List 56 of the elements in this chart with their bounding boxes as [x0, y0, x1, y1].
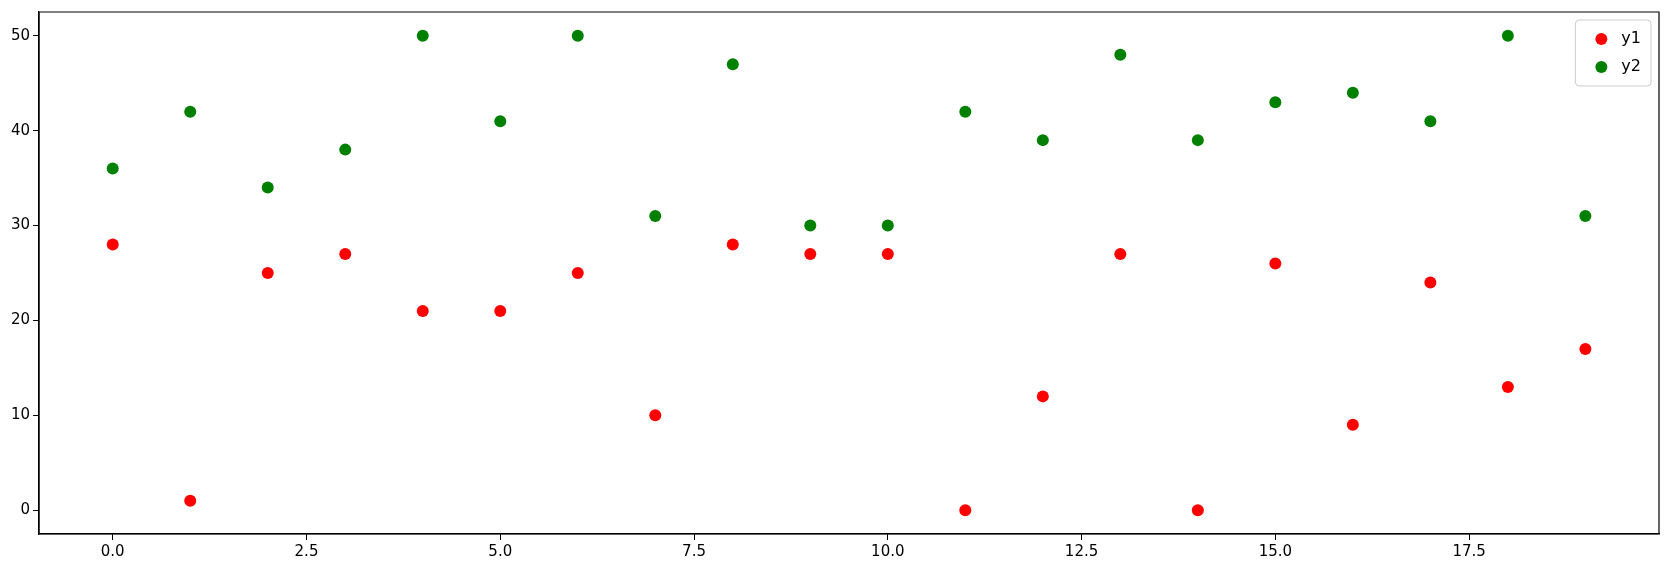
x-tick-label: 15.0 [1258, 541, 1293, 560]
point [1579, 210, 1592, 223]
point [1191, 504, 1204, 517]
point [1036, 134, 1049, 147]
point [416, 29, 429, 42]
point [1191, 134, 1204, 147]
point [804, 248, 817, 261]
point [571, 267, 584, 279]
point [881, 248, 894, 261]
legend-label: y1 [1621, 28, 1642, 48]
point [184, 494, 197, 507]
y-tick-label: 40 [10, 120, 31, 139]
point [726, 238, 739, 251]
point [339, 248, 352, 261]
x-tick-label: 2.5 [294, 541, 319, 560]
point [261, 267, 274, 279]
point [1501, 29, 1514, 42]
point [494, 304, 507, 317]
point [1424, 276, 1437, 289]
point [494, 115, 507, 128]
x-tick-label: 12.5 [1064, 541, 1099, 560]
x-tick-label: 17.5 [1452, 541, 1486, 560]
point [881, 219, 894, 232]
point [1501, 380, 1514, 393]
y-tick-label: 10 [10, 405, 31, 424]
point [339, 143, 352, 156]
point [959, 105, 972, 118]
x-tick-label: 5.0 [488, 541, 513, 560]
legend-label: y2 [1621, 56, 1642, 76]
point [1269, 96, 1282, 109]
y-tick-label: 0 [20, 500, 31, 519]
point [1269, 257, 1282, 270]
x-tick-label: 7.5 [682, 541, 706, 560]
y-tick-label: 30 [10, 215, 31, 234]
point [106, 238, 119, 251]
point [1579, 342, 1592, 355]
point [184, 105, 197, 118]
x-tick-label: 10.0 [871, 541, 905, 560]
point [261, 181, 274, 194]
point [804, 219, 817, 232]
y-tick-label: 20 [10, 310, 31, 329]
point [106, 162, 119, 175]
point [959, 504, 972, 517]
point [1424, 115, 1437, 128]
point [416, 304, 429, 317]
y-tick-label: 50 [10, 25, 31, 44]
point [1346, 418, 1359, 431]
point [1114, 48, 1127, 61]
point [1114, 248, 1127, 261]
point [726, 58, 739, 71]
point [571, 29, 584, 42]
point [1346, 86, 1359, 99]
point [649, 409, 662, 422]
x-tick-label: 0.0 [100, 541, 125, 560]
point [1036, 390, 1049, 403]
point [649, 210, 662, 223]
